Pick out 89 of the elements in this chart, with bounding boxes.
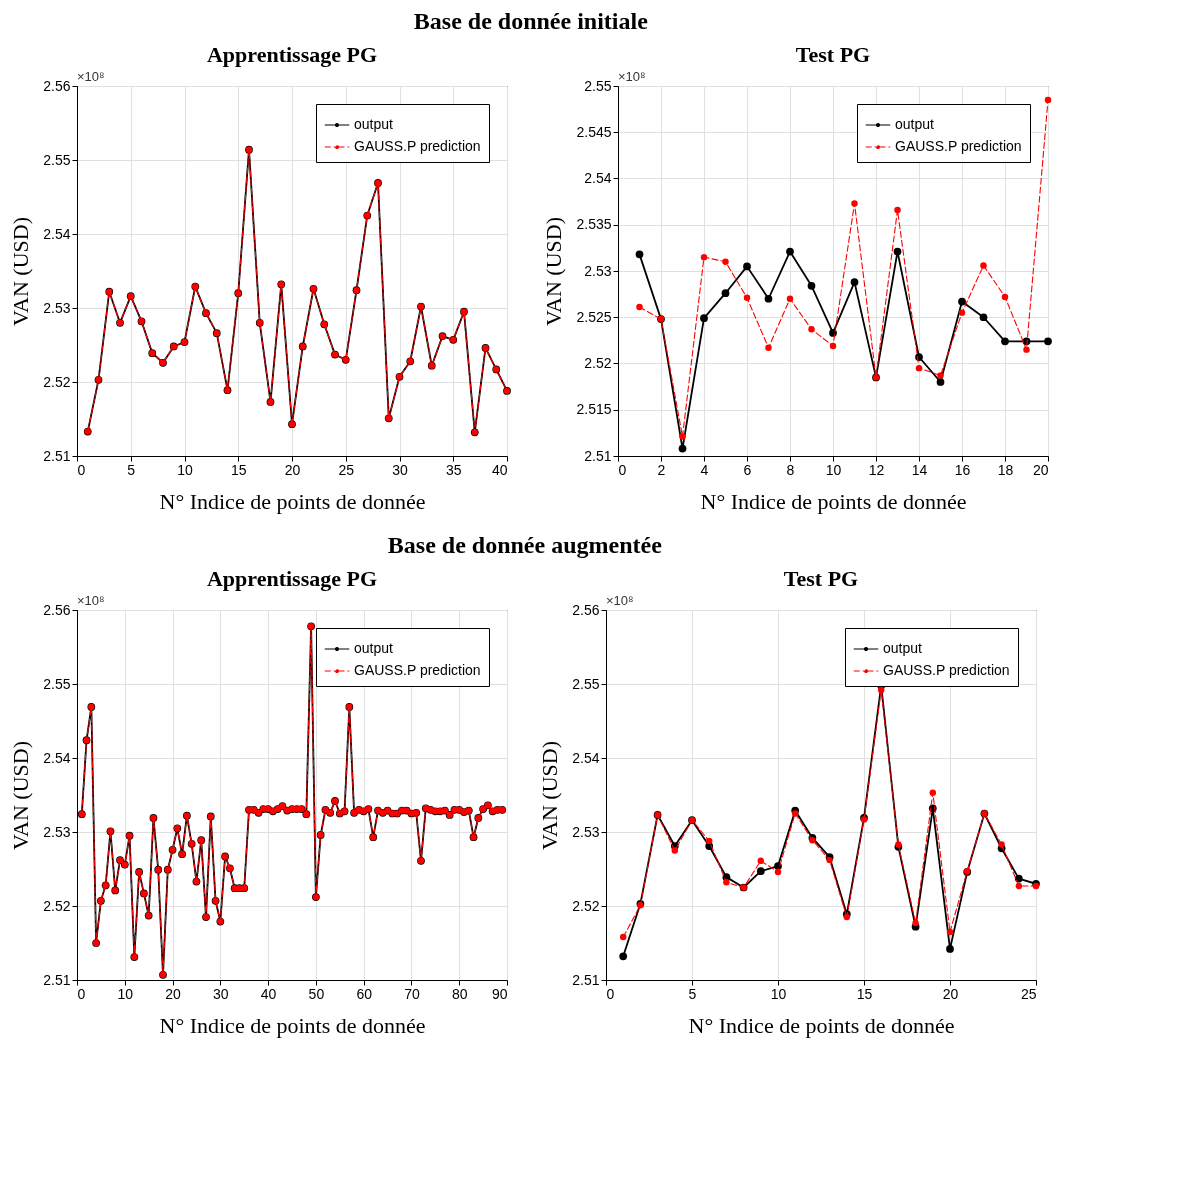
y-tick-label: 2.53 — [572, 823, 600, 840]
y-tick-label: 2.56 — [43, 77, 71, 94]
y-tick-label: 2.545 — [576, 123, 612, 140]
y-axis-title: VAN (USD) — [537, 741, 563, 850]
x-tick-label: 20 — [942, 985, 959, 1002]
y-tick-label: 2.53 — [584, 262, 612, 279]
x-tick-label: 8 — [786, 461, 795, 478]
legend-label: GAUSS.P prediction — [354, 138, 481, 154]
x-tick-label: 20 — [165, 985, 182, 1002]
x-tick-label: 30 — [213, 985, 229, 1002]
x-tick-label: 15 — [230, 461, 247, 478]
y-tick-label: 2.52 — [584, 355, 612, 371]
y-tick-label: 2.55 — [43, 675, 71, 692]
y-tick-label: 2.54 — [584, 170, 612, 186]
x-tick-label: 10 — [177, 461, 193, 478]
y-tick-label: 2.51 — [43, 971, 71, 988]
y-tick-label: 2.54 — [572, 749, 600, 766]
x-tick-label: 5 — [127, 461, 136, 478]
legend-label: output — [354, 640, 394, 656]
x-tick-label: 10 — [770, 985, 787, 1002]
x-axis-title: N° Indice de points de donnée — [688, 1012, 955, 1038]
y-tick-label: 2.55 — [584, 77, 612, 94]
text: Base de donnée augmentée — [387, 531, 663, 558]
x-tick-label: 25 — [338, 461, 355, 478]
x-tick-label: 0 — [77, 985, 86, 1002]
y-tick-label: 2.54 — [43, 749, 71, 766]
chart-title: Apprentissage PG — [206, 566, 378, 591]
y-axis-title: VAN (USD) — [8, 217, 34, 326]
x-tick-label: 80 — [451, 985, 468, 1002]
y-axis-title: VAN (USD) — [541, 217, 567, 326]
x-tick-label: 90 — [491, 985, 508, 1002]
x-tick-label: 5 — [688, 985, 697, 1002]
y-tick-label: 2.56 — [572, 601, 600, 618]
text: Base de donnée initiale — [413, 7, 649, 34]
x-tick-label: 25 — [1020, 985, 1037, 1002]
y-tick-label: 2.56 — [43, 601, 71, 618]
y-tick-label: 2.51 — [572, 971, 600, 988]
x-tick-label: 12 — [868, 461, 885, 478]
chart-title: Test PG — [783, 566, 859, 591]
y-axis-title: VAN (USD) — [8, 741, 34, 850]
y-tick-label: 2.52 — [43, 373, 71, 390]
y-tick-label: 2.535 — [576, 216, 612, 233]
text: ×10⁸ — [618, 69, 646, 84]
x-tick-label: 60 — [356, 985, 373, 1002]
x-tick-label: 16 — [954, 461, 971, 478]
x-tick-label: 20 — [284, 461, 301, 478]
text: ×10⁸ — [77, 593, 105, 608]
y-tick-label: 2.53 — [43, 823, 71, 840]
y-tick-label: 2.51 — [43, 447, 71, 464]
x-tick-label: 15 — [856, 985, 873, 1002]
chart-title: Test PG — [795, 42, 871, 67]
legend-label: GAUSS.P prediction — [883, 662, 1010, 678]
legend-label: GAUSS.P prediction — [895, 138, 1022, 154]
x-tick-label: 0 — [618, 461, 627, 478]
y-tick-label: 2.53 — [43, 299, 71, 316]
y-tick-label: 2.51 — [584, 447, 612, 464]
x-axis-title: N° Indice de points de donnée — [700, 488, 967, 514]
x-tick-label: 30 — [392, 461, 408, 478]
x-tick-label: 40 — [491, 461, 508, 478]
x-tick-label: 10 — [825, 461, 842, 478]
x-axis-title: N° Indice de points de donnée — [159, 1012, 426, 1038]
legend-label: GAUSS.P prediction — [354, 662, 481, 678]
x-tick-label: 14 — [911, 461, 928, 478]
y-tick-label: 2.54 — [43, 225, 71, 242]
text: ×10⁸ — [606, 593, 634, 608]
x-tick-label: 35 — [445, 461, 462, 478]
x-tick-label: 10 — [117, 985, 134, 1002]
x-tick-label: 4 — [700, 461, 709, 478]
x-tick-label: 6 — [743, 461, 752, 478]
x-axis-title: N° Indice de points de donnée — [159, 488, 426, 514]
legend-label: output — [883, 640, 923, 656]
x-tick-label: 70 — [404, 985, 420, 1002]
y-tick-label: 2.55 — [43, 151, 71, 168]
x-tick-label: 0 — [77, 461, 86, 478]
x-tick-label: 18 — [997, 461, 1014, 478]
x-tick-label: 50 — [308, 985, 325, 1002]
x-tick-label: 2 — [657, 461, 666, 478]
x-tick-label: 0 — [606, 985, 615, 1002]
chart-title: Apprentissage PG — [206, 42, 378, 67]
y-tick-label: 2.55 — [572, 675, 600, 692]
x-tick-label: 20 — [1032, 461, 1049, 478]
y-tick-label: 2.515 — [576, 401, 612, 418]
x-tick-label: 40 — [260, 985, 277, 1002]
y-tick-label: 2.52 — [43, 897, 71, 914]
legend-label: output — [895, 116, 935, 132]
y-tick-label: 2.525 — [576, 308, 612, 325]
legend-label: output — [354, 116, 394, 132]
text: ×10⁸ — [77, 69, 105, 84]
y-tick-label: 2.52 — [572, 897, 600, 914]
